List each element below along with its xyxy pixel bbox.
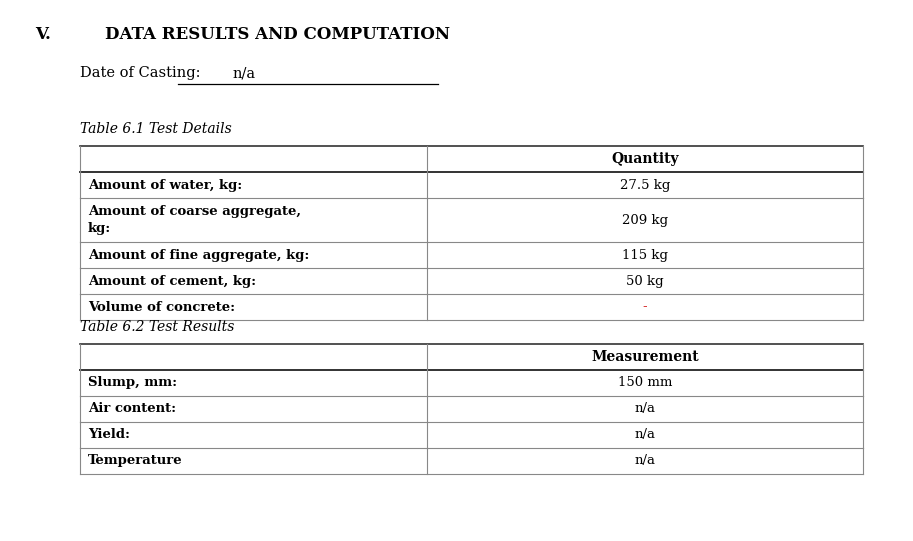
Text: Measurement: Measurement [592,349,698,364]
Text: DATA RESULTS AND COMPUTATION: DATA RESULTS AND COMPUTATION [105,26,450,43]
Text: Amount of fine aggregate, kg:: Amount of fine aggregate, kg: [88,248,309,261]
Text: Date of Casting:: Date of Casting: [80,66,201,80]
Text: 115 kg: 115 kg [622,248,668,261]
Text: V.: V. [35,26,50,43]
Text: Yield:: Yield: [88,428,130,441]
Text: Quantity: Quantity [611,152,679,166]
Text: Table 6.1 Test Details: Table 6.1 Test Details [80,122,232,136]
Text: Amount of water, kg:: Amount of water, kg: [88,179,242,192]
Text: Amount of coarse aggregate,
kg:: Amount of coarse aggregate, kg: [88,205,300,235]
Text: Slump, mm:: Slump, mm: [88,376,177,389]
Text: n/a: n/a [635,454,656,467]
Text: Temperature: Temperature [88,454,183,467]
Text: n/a: n/a [233,66,256,80]
Text: Air content:: Air content: [88,402,176,415]
Text: 50 kg: 50 kg [626,275,664,288]
Text: 209 kg: 209 kg [622,214,668,227]
Text: n/a: n/a [635,402,656,415]
Text: n/a: n/a [635,428,656,441]
Text: 27.5 kg: 27.5 kg [620,179,670,192]
Text: 150 mm: 150 mm [618,376,672,389]
Text: Amount of cement, kg:: Amount of cement, kg: [88,275,256,288]
Text: -: - [643,301,647,314]
Text: Volume of concrete:: Volume of concrete: [88,301,235,314]
Text: Table 6.2 Test Results: Table 6.2 Test Results [80,320,235,334]
